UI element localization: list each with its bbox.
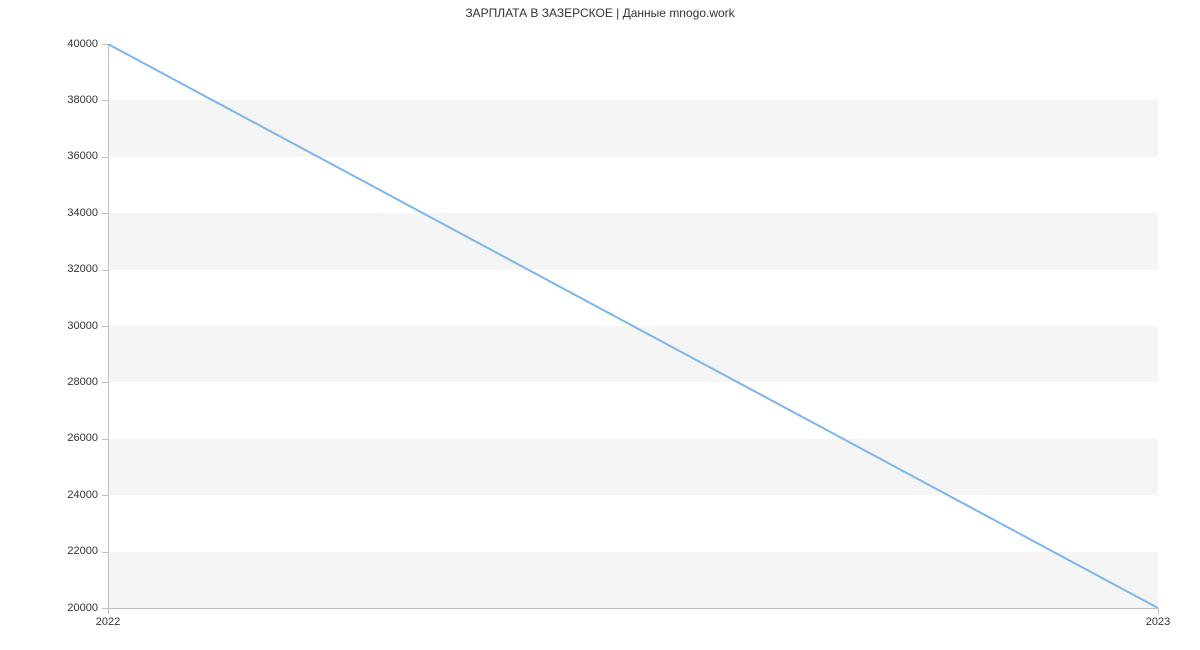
y-tick-label: 32000 [67, 263, 98, 275]
y-tick-label: 24000 [67, 489, 98, 501]
x-tick-label: 2023 [1146, 616, 1170, 628]
y-tick-label: 38000 [67, 94, 98, 106]
chart-title: ЗАРПЛАТА В ЗАЗЕРСКОЕ | Данные mnogo.work [0, 6, 1200, 20]
y-tick-label: 34000 [67, 207, 98, 219]
plot-area: 2000022000240002600028000300003200034000… [108, 44, 1158, 608]
x-tick [1158, 608, 1159, 614]
x-tick-label: 2022 [96, 616, 120, 628]
y-tick-label: 20000 [67, 602, 98, 614]
x-tick [108, 608, 109, 614]
y-tick-label: 22000 [67, 545, 98, 557]
x-axis-line [108, 608, 1158, 609]
y-tick-label: 36000 [67, 150, 98, 162]
series-layer [108, 44, 1158, 608]
y-tick-label: 30000 [67, 320, 98, 332]
y-tick-label: 26000 [67, 432, 98, 444]
series-line-salary [108, 44, 1158, 608]
y-tick-label: 28000 [67, 376, 98, 388]
salary-chart: ЗАРПЛАТА В ЗАЗЕРСКОЕ | Данные mnogo.work… [0, 0, 1200, 650]
y-tick-label: 40000 [67, 38, 98, 50]
